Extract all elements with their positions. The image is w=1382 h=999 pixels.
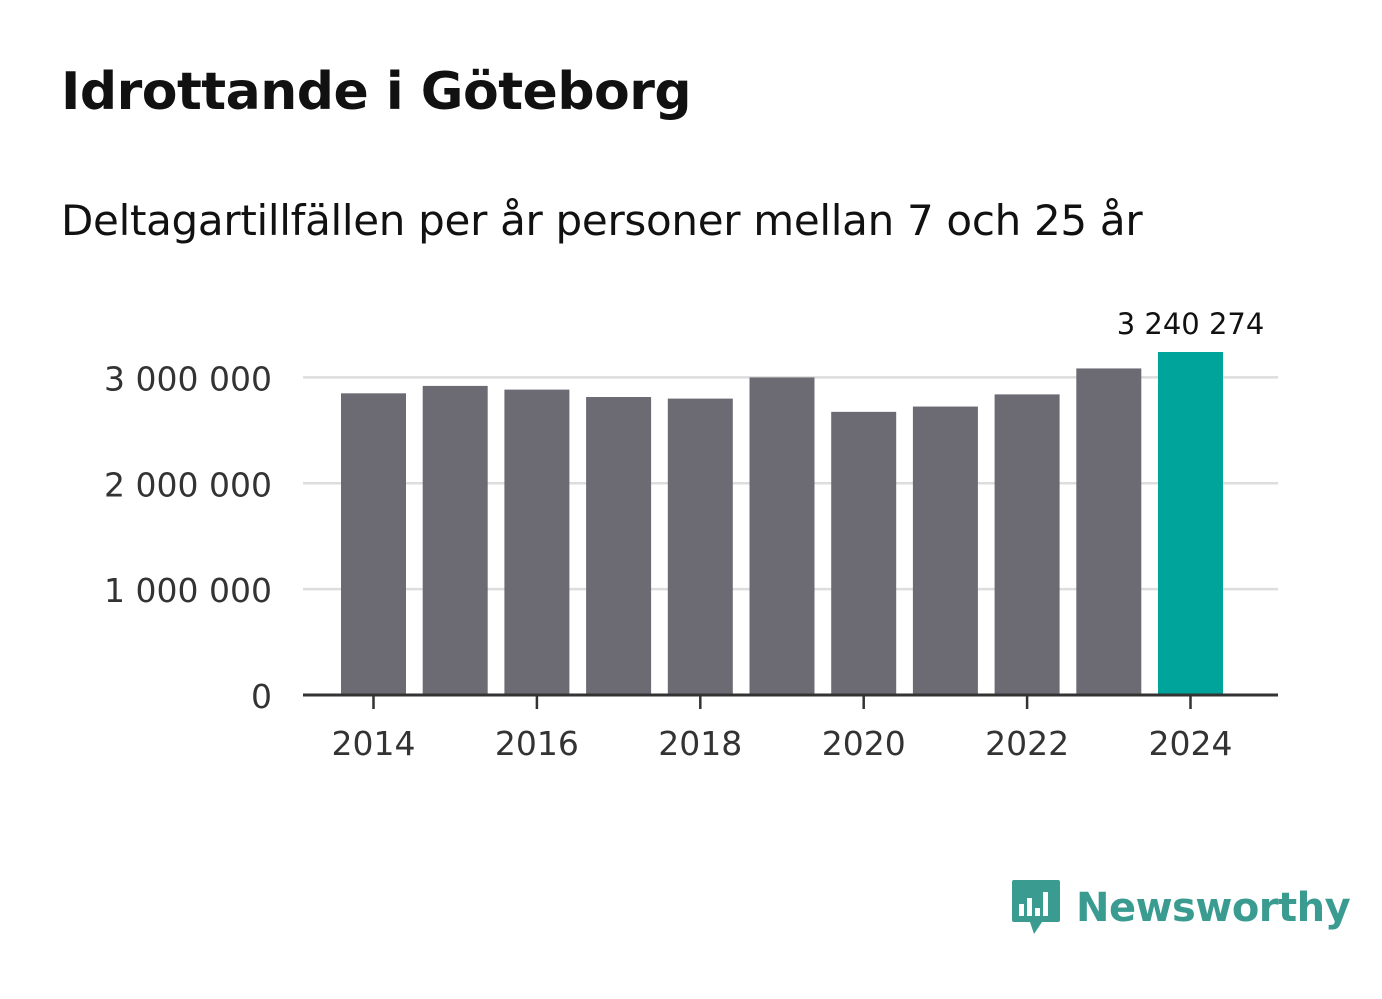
- x-tick-label: 2014: [332, 724, 416, 763]
- x-axis: [303, 693, 1278, 709]
- speech-bubble-bar-chart-icon: [1012, 880, 1060, 934]
- bar-2021: [912, 406, 978, 695]
- bar-2017: [586, 397, 652, 695]
- chart-title: Idrottande i Göteborg: [61, 62, 692, 122]
- x-tick-label: 2024: [1149, 724, 1233, 763]
- tick-labels: 0 1 000 000 2 000 000 3 000 000 2014 2016 2018…: [104, 307, 1264, 763]
- y-tick-label: 0: [251, 677, 272, 716]
- bar-2015: [422, 385, 488, 695]
- x-tick-label: 2018: [658, 724, 742, 763]
- bar-2023: [1076, 368, 1142, 695]
- bar-2022: [994, 394, 1060, 695]
- x-tick-label: 2020: [822, 724, 906, 763]
- bar-2016: [504, 389, 570, 695]
- x-tick-label: 2016: [495, 724, 579, 763]
- bar-2014: [341, 393, 406, 695]
- brand-logo: Newsworthy: [1010, 878, 1351, 938]
- brand-name: Newsworthy: [1076, 885, 1351, 931]
- bar-2019: [749, 377, 815, 695]
- bar-2024: [1158, 352, 1223, 695]
- x-tick-label: 2022: [985, 724, 1069, 763]
- bar-2020: [831, 411, 897, 695]
- highlight-data-label: 3 240 274: [1117, 307, 1265, 341]
- y-tick-label: 1 000 000: [104, 571, 272, 610]
- bar-2018: [667, 398, 733, 695]
- y-tick-label: 2 000 000: [104, 465, 272, 504]
- chart-subtitle: Deltagartillfällen per år personer mella…: [61, 196, 1143, 245]
- y-tick-label: 3 000 000: [104, 359, 272, 398]
- bars: [341, 352, 1223, 695]
